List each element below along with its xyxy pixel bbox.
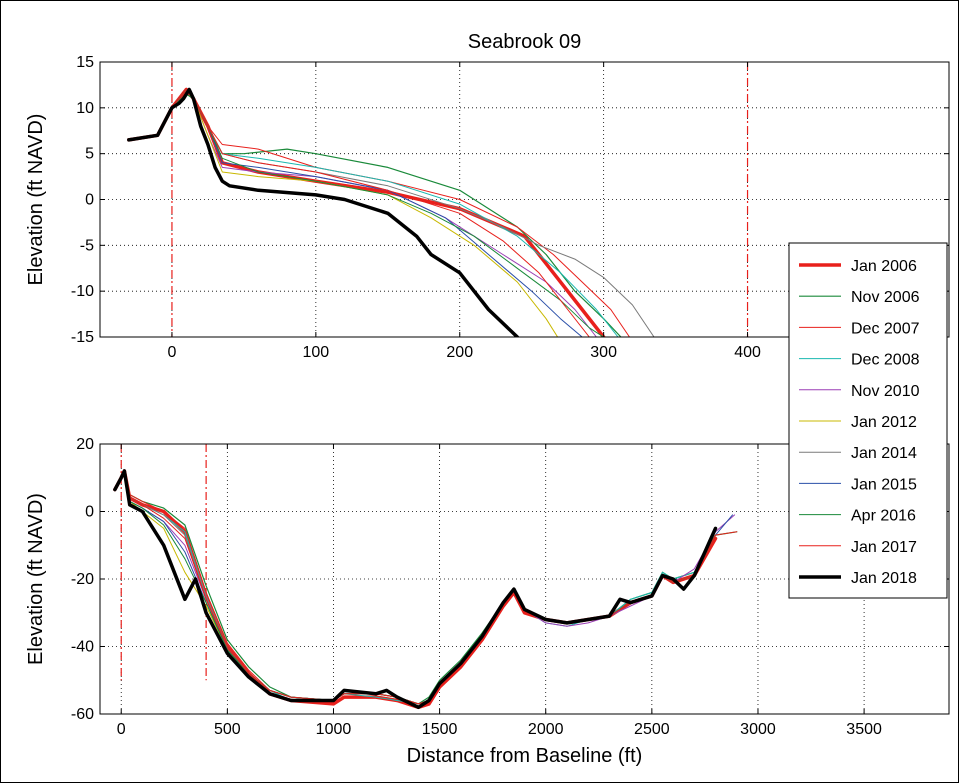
x-tick-label: 1500 <box>422 721 458 738</box>
y-axis-label: Elevation (ft NAVD) <box>25 493 47 665</box>
legend-entry: Jan 2018 <box>851 570 917 587</box>
x-tick-label: 3000 <box>740 721 776 738</box>
y-tick-label: -15 <box>71 329 94 346</box>
legend-entry: Nov 2006 <box>851 289 920 306</box>
legend-entry: Jan 2017 <box>851 539 917 556</box>
legend-entry: Dec 2007 <box>851 320 920 337</box>
y-tick-label: 5 <box>85 146 94 163</box>
y-tick-label: 10 <box>76 100 94 117</box>
legend-entry: Jan 2012 <box>851 414 917 431</box>
x-tick-label: 0 <box>167 344 176 361</box>
series-group <box>127 87 655 337</box>
series-group <box>113 469 738 710</box>
legend-entry: Jan 2015 <box>851 476 917 493</box>
legend-entry: Nov 2010 <box>851 383 920 400</box>
x-tick-label: 1000 <box>316 721 352 738</box>
y-axis-label: Elevation (ft NAVD) <box>25 114 47 286</box>
legend-entry: Jan 2006 <box>851 258 917 275</box>
chart-title: Seabrook 09 <box>468 31 581 53</box>
y-tick-label: -5 <box>80 237 94 254</box>
x-axis-label: Distance from Baseline (ft) <box>407 745 643 767</box>
y-tick-label: -20 <box>71 571 94 588</box>
series-line-jan-2017 <box>128 89 590 337</box>
x-tick-label: 0 <box>117 721 126 738</box>
legend-entry: Apr 2016 <box>851 508 916 525</box>
y-tick-label: 0 <box>85 504 94 521</box>
y-tick-label: 20 <box>76 436 94 453</box>
x-tick-label: 3500 <box>846 721 882 738</box>
legend-entry: Jan 2014 <box>851 445 917 462</box>
x-tick-label: 500 <box>214 721 241 738</box>
x-tick-label: 100 <box>302 344 329 361</box>
x-tick-label: 200 <box>446 344 473 361</box>
series-line-jan-2018 <box>127 87 520 337</box>
series-line-jan-2018 <box>113 469 718 710</box>
y-tick-label: -40 <box>71 639 94 656</box>
x-tick-label: 400 <box>734 344 761 361</box>
legend-entry: Dec 2008 <box>851 352 920 369</box>
y-tick-label: -60 <box>71 706 94 723</box>
y-tick-label: 15 <box>76 54 94 71</box>
x-tick-label: 2000 <box>528 721 564 738</box>
x-tick-label: 2500 <box>634 721 670 738</box>
y-tick-label: 0 <box>85 192 94 209</box>
y-tick-label: -10 <box>71 283 94 300</box>
x-tick-label: 300 <box>590 344 617 361</box>
